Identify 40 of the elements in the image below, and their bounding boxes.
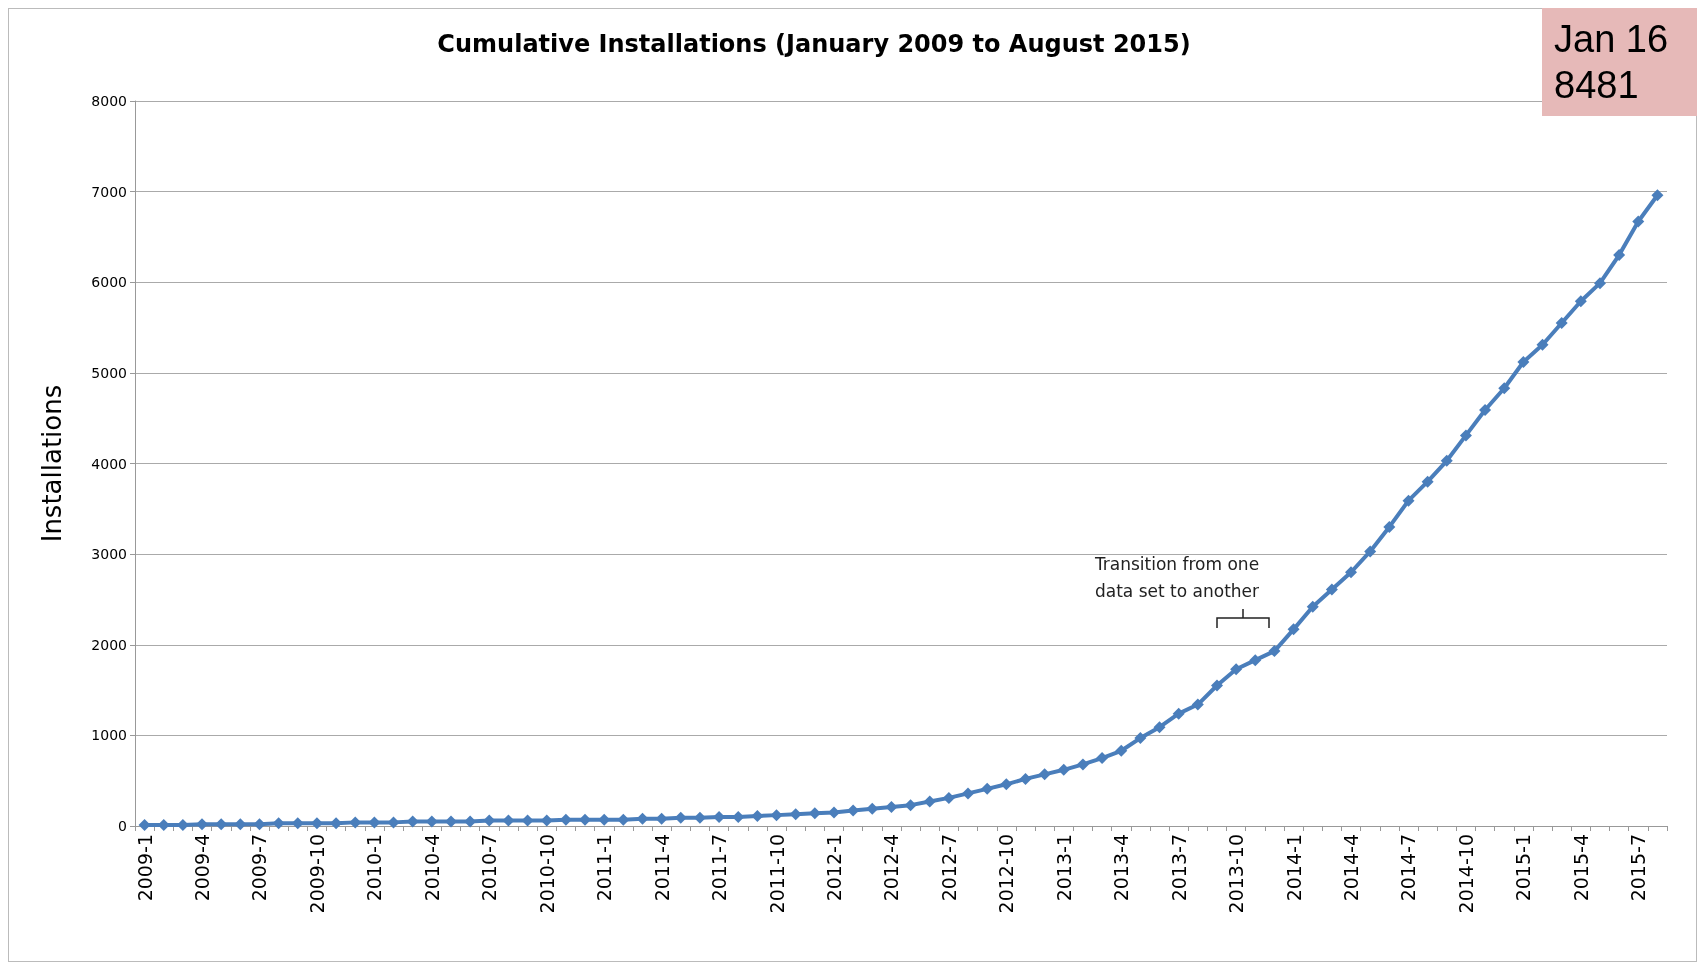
y-tick-label: 6000 xyxy=(91,274,127,291)
x-tick-label: 2010-4 xyxy=(420,834,443,902)
y-tick-label: 2000 xyxy=(91,636,127,653)
x-tick-label: 2012-10 xyxy=(995,834,1018,914)
x-tick-label: 2011-1 xyxy=(593,834,616,902)
y-tick-label: 5000 xyxy=(91,364,127,381)
y-tick-label: 4000 xyxy=(91,455,127,472)
x-tick-label: 2009-4 xyxy=(191,834,214,902)
x-tick-label: 2015-4 xyxy=(1569,834,1592,902)
x-tick-label: 2014-1 xyxy=(1282,834,1305,902)
annotation: Jan 16 8481 xyxy=(1542,8,1697,116)
x-tick-label: 2014-7 xyxy=(1397,834,1420,902)
x-tick-label: 2013-1 xyxy=(1052,834,1075,902)
x-tick-label: 2011-7 xyxy=(708,834,731,902)
x-tick-label: 2009-1 xyxy=(133,834,156,902)
y-tick-label: 7000 xyxy=(91,183,127,200)
x-tick-label: 2010-7 xyxy=(478,834,501,902)
x-tick-label: 2010-1 xyxy=(363,834,386,902)
y-tick-label: 0 xyxy=(118,818,127,834)
x-tick-label: 2009-10 xyxy=(305,834,328,914)
x-tick-label: 2014-10 xyxy=(1454,834,1477,914)
x-tick-label: 2013-10 xyxy=(1225,834,1248,914)
chart-title: Cumulative Installations (January 2009 to August 2015) xyxy=(437,30,1191,58)
x-tick-label: 2013-7 xyxy=(1167,834,1190,902)
x-tick-label: 2015-1 xyxy=(1512,834,1535,902)
y-tick-label: 3000 xyxy=(91,546,127,563)
x-tick-label: 2009-7 xyxy=(248,834,271,902)
x-tick-label: 2012-4 xyxy=(880,834,903,902)
x-tick-label: 2015-7 xyxy=(1627,834,1650,902)
x-tick-label: 2013-4 xyxy=(1110,834,1133,902)
x-tick-label: 2011-4 xyxy=(650,834,673,902)
y-tick-label: 1000 xyxy=(91,727,127,744)
x-tick-label: 2012-7 xyxy=(937,834,960,902)
y-tick-label: 8000 xyxy=(91,93,127,109)
y-axis-title: Installations xyxy=(37,384,67,543)
annotation: Transition from one data set to another xyxy=(1093,553,1260,601)
x-tick-label: 2014-4 xyxy=(1340,834,1363,902)
x-tick-label: 2010-10 xyxy=(535,834,558,914)
x-tick-label: 2011-10 xyxy=(765,834,788,914)
x-tick-label: 2012-1 xyxy=(822,834,845,902)
